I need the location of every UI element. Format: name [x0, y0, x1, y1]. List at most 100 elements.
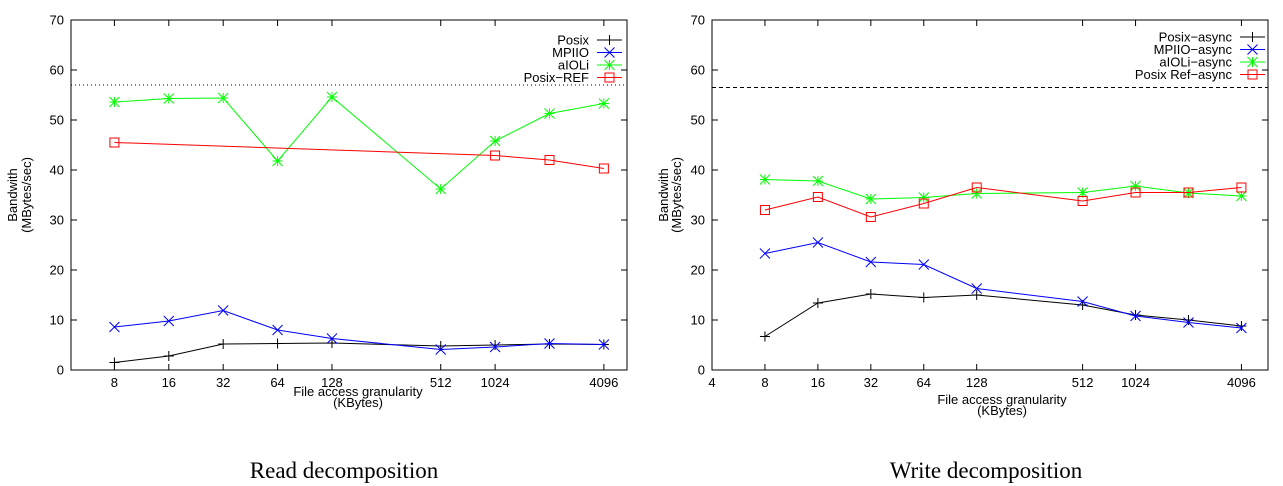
data-point — [759, 174, 771, 185]
y-tick-label: 50 — [691, 113, 705, 128]
data-point — [971, 290, 982, 300]
x-tick-label: 8 — [761, 375, 768, 390]
data-point — [865, 212, 876, 222]
data-point — [109, 357, 120, 368]
data-point — [1077, 296, 1088, 307]
legend-label: Posix−REF — [524, 70, 589, 85]
y-tick-label: 50 — [50, 113, 64, 128]
data-point — [217, 92, 229, 104]
data-point — [1130, 180, 1141, 192]
data-point — [1236, 321, 1247, 331]
y-tick-label: 40 — [691, 163, 705, 178]
legend-marker — [604, 72, 615, 83]
data-point — [759, 248, 771, 259]
data-point — [598, 98, 610, 109]
data-point — [1183, 187, 1194, 198]
data-point — [918, 292, 929, 303]
series-line — [114, 96, 604, 190]
series-2 — [759, 237, 1247, 334]
data-point — [812, 298, 823, 308]
data-point — [918, 198, 929, 209]
data-point — [759, 205, 770, 215]
y-tick-label: 30 — [691, 213, 705, 228]
data-point — [109, 96, 120, 108]
data-point — [971, 182, 982, 193]
data-point — [1183, 315, 1194, 325]
y-tick-label: 0 — [698, 363, 705, 378]
data-point — [918, 192, 930, 203]
series-4 — [109, 137, 609, 174]
x-tick-label: 4096 — [1227, 375, 1256, 390]
legend-label: aIOLi−async — [1159, 55, 1232, 70]
data-point — [544, 108, 555, 119]
series-2 — [109, 305, 610, 355]
y-tick-label: 60 — [691, 63, 705, 78]
x-tick-label: 128 — [321, 375, 343, 390]
data-point — [918, 259, 930, 270]
legend-label: aIOLi — [558, 58, 589, 73]
legend-marker — [604, 35, 615, 45]
data-point — [971, 283, 983, 294]
y-tick-label: 20 — [50, 263, 64, 278]
x-tick-label: 64 — [917, 375, 931, 390]
x-tick-label: 4 — [708, 375, 715, 390]
chart-caption: Write decomposition — [890, 458, 1083, 483]
data-point — [1236, 182, 1247, 193]
data-point — [598, 163, 609, 174]
data-point — [218, 339, 229, 349]
x-axis-label: File access granularity — [937, 392, 1067, 407]
x-tick-label: 512 — [1072, 375, 1094, 390]
data-point — [272, 155, 283, 167]
y-tick-label: 0 — [57, 363, 64, 378]
data-point — [489, 341, 501, 353]
series-1 — [109, 338, 609, 368]
data-point — [489, 135, 501, 147]
data-point — [490, 340, 501, 350]
series-line — [764, 186, 1242, 218]
x-tick-label: 64 — [270, 375, 284, 390]
data-point — [272, 324, 283, 336]
data-point — [812, 175, 824, 187]
legend-marker — [604, 47, 615, 58]
x-tick-label: 4096 — [589, 375, 618, 390]
data-point — [759, 331, 770, 342]
data-point — [812, 192, 823, 202]
data-point — [217, 305, 229, 316]
legend-marker — [604, 59, 615, 71]
legend-label: MPIIO — [552, 45, 589, 60]
x-tick-label: 16 — [811, 375, 825, 390]
x-tick-label: 512 — [430, 375, 452, 390]
x-tick-label: 8 — [111, 375, 118, 390]
chart-caption: Read decomposition — [250, 458, 439, 483]
legend-marker — [1247, 32, 1258, 42]
plot-frame — [70, 19, 628, 371]
y-tick-label: 10 — [691, 313, 705, 328]
y-tick-label: 70 — [50, 13, 64, 28]
legend-marker — [1247, 44, 1258, 55]
series-line — [764, 293, 1242, 337]
y-axis-unit: (MBytes/sec) — [669, 157, 684, 233]
data-point — [272, 338, 283, 349]
x-axis-unit: (KBytes) — [333, 395, 383, 410]
legend-label: MPIIO−async — [1154, 42, 1233, 57]
legend-label: Posix — [557, 33, 589, 48]
y-tick-label: 70 — [691, 13, 705, 28]
legend-marker — [1247, 69, 1258, 80]
data-point — [544, 155, 555, 165]
y-tick-label: 60 — [50, 63, 64, 78]
series-4 — [759, 182, 1247, 222]
data-point — [865, 193, 877, 205]
data-point — [1130, 310, 1141, 322]
data-point — [435, 344, 447, 355]
data-point — [1077, 196, 1088, 206]
series-line — [764, 241, 1242, 329]
y-axis-unit: (MBytes/sec) — [19, 157, 34, 233]
data-point — [1236, 190, 1247, 202]
series-1 — [759, 289, 1247, 342]
data-point — [544, 338, 555, 349]
x-tick-label: 32 — [864, 375, 878, 390]
y-tick-label: 40 — [50, 163, 64, 178]
y-axis-label: Bandwith — [656, 168, 671, 221]
x-axis-unit: (KBytes) — [977, 403, 1027, 418]
